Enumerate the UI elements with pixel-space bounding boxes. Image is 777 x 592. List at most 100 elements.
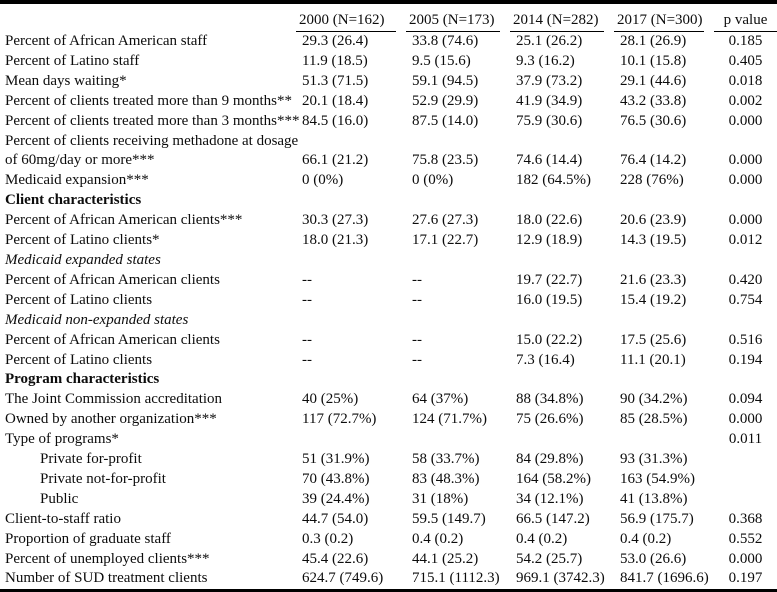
cell-value	[614, 311, 714, 331]
table-row: Private not-for-profit 70 (43.8%) 83 (48.3…	[0, 470, 777, 490]
cell-value: 19.7 (22.7)	[516, 271, 583, 288]
cell-value: 20.6 (23.9)	[620, 212, 687, 229]
cell-value: 11.9 (18.5)	[302, 52, 368, 69]
table-row: Percent of Latino clients* 18.0 (21.3) 17.…	[0, 231, 777, 251]
cell-value: --	[412, 271, 422, 288]
cell-pvalue: 0.000	[728, 212, 763, 229]
cell-value: 0.4 (0.2)	[516, 530, 568, 547]
column-header-pvalue: p value	[714, 4, 777, 32]
cell-value: 228 (76%)	[620, 172, 684, 189]
cell-value: 0.3 (0.2)	[302, 530, 354, 547]
table-row: Client characteristics	[0, 191, 777, 211]
cell-value: 39 (24.4%)	[302, 490, 370, 507]
table-row: Percent of Latino staff 11.9 (18.5) 9.5 (1…	[0, 52, 777, 72]
cell-value: 0 (0%)	[412, 172, 454, 189]
cell-value	[614, 251, 714, 271]
table-row: Number of SUD treatment clients 624.7 (74…	[0, 569, 777, 589]
cell-value: 59.1 (94.5)	[412, 72, 479, 89]
table-row: Percent of Latino clients -- -- 7.3 (16.4) 1…	[0, 351, 777, 371]
cell-value: 54.2 (25.7)	[516, 550, 583, 567]
table-row: Percent of African American clients*** 30…	[0, 211, 777, 231]
header-row: 2000 (N=162) 2005 (N=173) 2014 (N=282) 2…	[0, 4, 777, 32]
cell-pvalue: 0.018	[728, 72, 763, 89]
cell-pvalue	[714, 311, 777, 331]
cell-value: 45.4 (22.6)	[302, 550, 369, 567]
cell-value: 66.5 (147.2)	[516, 510, 590, 527]
cell-value: 41.9 (34.9)	[516, 92, 583, 109]
row-label: Percent of Latino clients*	[5, 232, 160, 249]
row-label: Percent of African American clients	[5, 331, 220, 348]
cell-value	[510, 191, 614, 211]
table-row: Public 39 (24.4%) 31 (18%) 34 (12.1%) 41 (13…	[0, 490, 777, 510]
row-label: Proportion of graduate staff	[5, 530, 171, 547]
cell-value	[296, 430, 406, 450]
cell-value: 52.9 (29.9)	[412, 92, 479, 109]
cell-value: 93 (31.3%)	[620, 451, 688, 468]
cell-value: 41 (13.8%)	[620, 490, 688, 507]
table-row: Owned by another organization*** 117 (72.…	[0, 410, 777, 430]
cell-value: 84 (29.8%)	[516, 451, 584, 468]
cell-pvalue: 0.552	[728, 530, 763, 547]
table-row: Percent of Latino clients -- -- 16.0 (19.5)…	[0, 291, 777, 311]
row-label: Program characteristics	[5, 371, 160, 388]
cell-value	[614, 191, 714, 211]
table-row: Medicaid non-expanded states	[0, 311, 777, 331]
table-row: Proportion of graduate staff 0.3 (0.2) 0.4…	[0, 530, 777, 550]
cell-value: 17.1 (22.7)	[412, 232, 479, 249]
cell-value: 43.2 (33.8)	[620, 92, 687, 109]
row-label: of 60mg/day or more***	[5, 152, 155, 169]
cell-value: 20.1 (18.4)	[302, 92, 369, 109]
cell-pvalue	[714, 450, 777, 470]
cell-value: 18.0 (22.6)	[516, 212, 583, 229]
cell-value	[406, 251, 510, 271]
cell-pvalue	[714, 251, 777, 271]
cell-value: 182 (64.5%)	[516, 172, 591, 189]
row-label: Percent of African American clients***	[5, 212, 243, 229]
cell-value: 841.7 (1696.6)	[620, 570, 709, 587]
cell-value: 164 (58.2%)	[516, 470, 591, 487]
column-header-2005: 2005 (N=173)	[406, 4, 510, 32]
row-label: Percent of unemployed clients***	[5, 550, 210, 567]
cell-value: 16.0 (19.5)	[516, 291, 583, 308]
cell-value: 76.5 (30.6)	[620, 112, 687, 129]
cell-pvalue: 0.197	[728, 570, 763, 587]
cell-value	[296, 132, 406, 152]
row-label: Mean days waiting*	[5, 72, 127, 89]
cell-value: 75.9 (30.6)	[516, 112, 583, 129]
cell-value: 21.6 (23.3)	[620, 271, 687, 288]
cell-value	[614, 430, 714, 450]
cell-value: 0.4 (0.2)	[412, 530, 464, 547]
cell-value: 75.8 (23.5)	[412, 152, 479, 169]
cell-value: 17.5 (25.6)	[620, 331, 687, 348]
cell-pvalue: 0.000	[728, 112, 763, 129]
cell-value: 74.6 (14.4)	[516, 152, 583, 169]
cell-value	[614, 370, 714, 390]
cell-value: 624.7 (749.6)	[302, 570, 384, 587]
cell-value	[296, 370, 406, 390]
cell-pvalue: 0.000	[728, 152, 763, 169]
cell-value	[296, 251, 406, 271]
cell-value: 70 (43.8%)	[302, 470, 370, 487]
cell-value	[296, 191, 406, 211]
cell-value	[406, 132, 510, 152]
cell-value: 715.1 (1112.3)	[412, 570, 500, 587]
cell-value: 59.5 (149.7)	[412, 510, 486, 527]
cell-pvalue: 0.012	[728, 232, 763, 249]
row-label: Client characteristics	[5, 192, 142, 209]
cell-value: 53.0 (26.6)	[620, 550, 687, 567]
cell-pvalue	[714, 490, 777, 510]
column-header-blank	[0, 4, 296, 32]
cell-pvalue: 0.516	[728, 331, 763, 348]
cell-value	[510, 251, 614, 271]
table-row: of 60mg/day or more*** 66.1 (21.2) 75.8 (2…	[0, 151, 777, 171]
row-label: Client-to-staff ratio	[5, 510, 121, 527]
table-row: Percent of clients receiving methadone a…	[0, 132, 777, 152]
column-header-2017: 2017 (N=300)	[614, 4, 714, 32]
cell-value: 44.7 (54.0)	[302, 510, 369, 527]
cell-pvalue: 0.094	[728, 391, 763, 408]
cell-pvalue: 0.000	[728, 172, 763, 189]
table-row: Private for-profit 51 (31.9%) 58 (33.7%) 84…	[0, 450, 777, 470]
row-label: Percent of African American staff	[5, 33, 208, 49]
cell-value: 40 (25%)	[302, 391, 359, 408]
